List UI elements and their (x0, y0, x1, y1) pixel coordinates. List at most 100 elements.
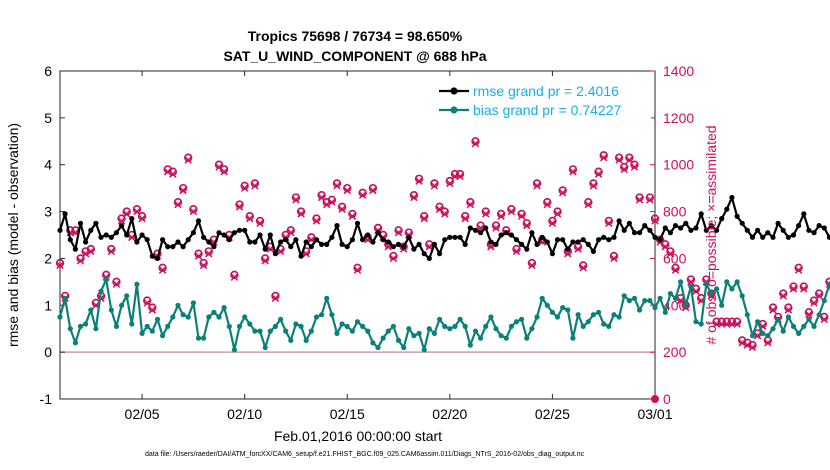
obs-assimilated-point (174, 200, 182, 209)
obs-assimilated-point (205, 250, 213, 258)
bias-point (308, 328, 314, 334)
rmse-point (421, 251, 427, 257)
obs-assimilated-point (297, 210, 305, 218)
rmse-point (303, 239, 309, 245)
obs-assimilated-point (492, 224, 500, 232)
bias-point (457, 316, 463, 322)
rmse-point (708, 223, 715, 229)
obs-assimilated-point (76, 257, 85, 265)
rmse-point (729, 194, 735, 201)
rmse-point (714, 227, 720, 233)
obs-assimilated-point (635, 196, 644, 204)
rmse-point (385, 239, 391, 245)
obs-assimilated-point (779, 292, 787, 300)
rmse-point (431, 241, 437, 247)
y-axis-right-label: # of obs: o=possible; ×=assimilated (703, 125, 719, 344)
rmse-point (770, 234, 776, 240)
obs-assimilated-point (533, 182, 541, 190)
rmse-point (647, 227, 653, 233)
rmse-point (308, 244, 314, 250)
bias-point (652, 305, 658, 311)
rmse-point (678, 225, 684, 231)
rmse-point (703, 227, 709, 233)
rmse-point (344, 244, 350, 250)
obs-assimilated-point (240, 184, 249, 192)
bias-point (416, 330, 422, 336)
bias-point (488, 314, 494, 320)
rmse-point (103, 232, 109, 238)
rmse-point (283, 237, 289, 243)
obs-assimilated-point (333, 182, 341, 190)
bias-point (785, 314, 792, 320)
rmse-point (401, 244, 407, 250)
y-axis-left: -1 0 1 2 3 4 5 6 (40, 63, 65, 407)
rmse-point (478, 230, 484, 236)
obs-assimilated-point (163, 168, 172, 176)
obs-assimilated-point (564, 250, 572, 258)
bias-point (775, 316, 781, 322)
y-tick-label: 3 (44, 204, 52, 220)
obs-assimilated-point (615, 156, 623, 164)
rmse-point (201, 234, 207, 240)
bias-point (283, 328, 289, 334)
obs-assimilated-point (497, 212, 505, 220)
bias-point (370, 340, 376, 346)
rmse-point (447, 234, 453, 240)
bias-point (119, 302, 125, 308)
bias-point (611, 312, 617, 318)
rmse-point (452, 234, 458, 240)
bias-point (637, 307, 643, 313)
obs-assimilated-point (169, 170, 177, 178)
legend-bias-label: bias grand pr = 0.74227 (473, 102, 621, 118)
bias-point (560, 305, 566, 311)
x-tick-label: 02/05 (125, 406, 160, 422)
bias-point (77, 323, 84, 329)
obs-assimilated-point (738, 339, 746, 347)
rmse-point (57, 227, 63, 233)
obs-assimilated-point (389, 254, 398, 263)
rmse-point (252, 239, 258, 245)
bias-point (647, 298, 653, 304)
bias-point (139, 330, 145, 336)
obs-assimilated-point (733, 320, 741, 328)
rmse-point (652, 234, 658, 240)
bias-point (683, 302, 689, 308)
obs-assimilated-point (261, 257, 269, 265)
legend-bias-marker (450, 106, 458, 114)
obs-assimilated-point (651, 217, 659, 225)
rmse-point (442, 237, 448, 243)
bias-point (447, 326, 453, 332)
rmse-point (170, 244, 176, 250)
rmse-point (575, 239, 581, 245)
rmse-point (724, 206, 730, 212)
rmse-point (616, 218, 622, 224)
rmse-point (257, 232, 263, 238)
obs-assimilated-point (815, 292, 823, 300)
legend-rmse-marker (450, 87, 458, 95)
bias-point (493, 326, 499, 332)
bias-point (103, 276, 109, 283)
rmse-point (785, 234, 792, 240)
rmse-point (247, 239, 253, 245)
rmse-point (216, 230, 222, 236)
rmse-point (411, 246, 417, 252)
footnote: data file: /Users/raeder/DAI/ATM_forcXX/… (145, 451, 585, 458)
y-right-tick-label: 800 (663, 204, 687, 220)
bias-point (180, 312, 186, 318)
obs-assimilated-point (569, 168, 577, 176)
bias-point (349, 328, 355, 334)
bias-point (729, 286, 735, 292)
obs-assimilated-point (230, 273, 239, 281)
bias-point (257, 328, 263, 334)
rmse-point (272, 251, 278, 257)
obs-assimilated-point (676, 296, 685, 305)
bias-point (549, 309, 556, 315)
bias-point (816, 312, 822, 318)
obs-assimilated-point (189, 207, 198, 216)
bias-point (339, 321, 345, 327)
rmse-point (483, 225, 489, 231)
bias-point (503, 335, 509, 341)
bias-point (201, 335, 207, 341)
rmse-point (601, 234, 607, 240)
bias-point (821, 298, 827, 304)
